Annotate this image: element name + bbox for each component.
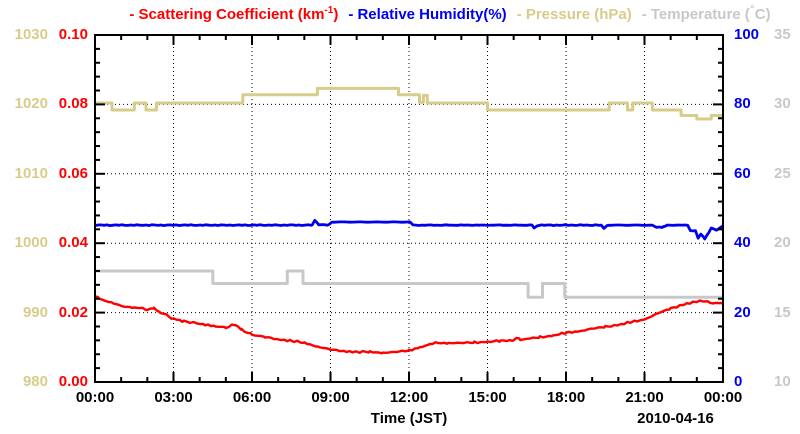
- tick-label-pressure-1: 1020: [14, 95, 48, 113]
- tick-label-temperature-2: 25: [774, 164, 791, 182]
- plot-frame-and-ticks: [94, 34, 724, 383]
- x-axis-title: Time (JST): [370, 410, 448, 427]
- chart-legend: - Scattering Coefficient (km-1) - Relativ…: [110, 4, 790, 23]
- tick-label-scattering-0: 0.10: [58, 26, 88, 43]
- x-tick-label-7: 21:00: [625, 389, 664, 406]
- tick-label-scattering-4: 0.02: [58, 303, 88, 321]
- tick-label-scattering-1: 0.08: [58, 95, 88, 113]
- tick-label-scattering-3: 0.04: [58, 234, 88, 252]
- x-tick-label-6: 18:00: [546, 389, 586, 406]
- superscript: -1: [324, 5, 334, 16]
- tick-label-pressure-2: 1010: [14, 164, 48, 182]
- tick-label-pressure-4: 990: [22, 303, 48, 321]
- tick-label-temperature-3: 20: [774, 234, 791, 252]
- legend-item-pressure: - Pressure (hPa): [516, 6, 632, 23]
- x-tick-label-5: 15:00: [468, 389, 507, 406]
- series-lines: [94, 86, 725, 355]
- series-temperature: [95, 269, 723, 299]
- x-tick-label-8: 00:00: [703, 389, 743, 406]
- tick-label-humidity-0: 100: [734, 26, 760, 43]
- tick-label-pressure-3: 1000: [14, 234, 48, 252]
- tick-label-pressure-0: 1030: [14, 26, 48, 43]
- series-pressure: [95, 86, 723, 121]
- gridlines: [95, 35, 723, 382]
- series-scattering: [94, 295, 725, 355]
- tick-label-temperature-4: 15: [774, 303, 791, 321]
- tick-label-humidity-5: 0: [734, 373, 743, 390]
- tick-label-humidity-4: 20: [734, 303, 751, 321]
- tick-label-humidity-3: 40: [734, 234, 751, 252]
- x-tick-label-4: 12:00: [389, 389, 429, 406]
- series-humidity: [94, 218, 724, 241]
- tick-label-scattering-5: 0.00: [58, 373, 88, 390]
- tick-label-temperature-0: 35: [774, 26, 791, 43]
- x-tick-label-1: 03:00: [154, 389, 193, 406]
- tick-label-temperature-1: 30: [774, 95, 791, 113]
- x-tick-label-0: 00:00: [75, 389, 115, 406]
- degree-symbol: °: [750, 4, 755, 15]
- legend-item-temperature: - Temperature (°C): [641, 4, 771, 23]
- tick-label-humidity-1: 80: [734, 95, 751, 113]
- legend-item-humidity: - Relative Humidity(%): [348, 6, 507, 23]
- tick-label-pressure-5: 980: [22, 373, 48, 390]
- x-tick-label-2: 06:00: [232, 389, 272, 406]
- tick-label-humidity-2: 60: [734, 164, 751, 182]
- tick-label-temperature-5: 10: [774, 373, 791, 390]
- x-tick-label-3: 09:00: [311, 389, 350, 406]
- tick-label-scattering-2: 0.06: [58, 164, 88, 182]
- date-label: 2010-04-16: [637, 410, 714, 427]
- legend-item-scattering: - Scattering Coefficient (km-1): [129, 5, 339, 23]
